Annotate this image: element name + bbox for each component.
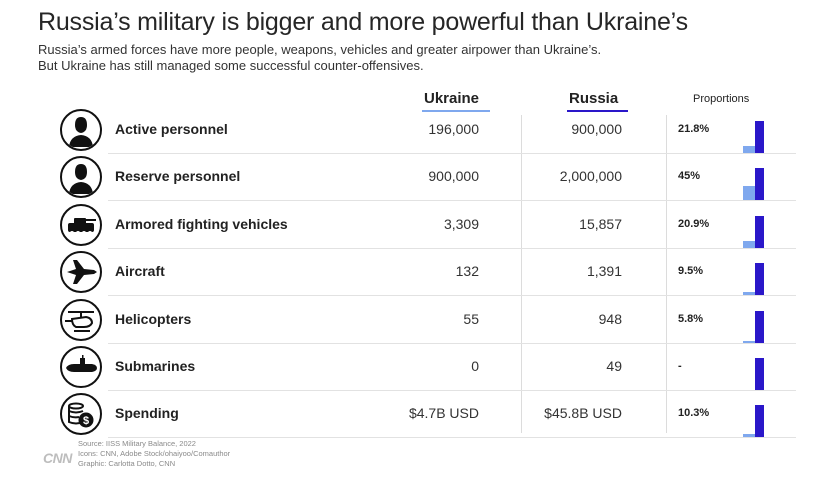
russia-proportion-bar — [755, 405, 764, 438]
cnn-logo: CNN — [43, 450, 72, 466]
russia-value: 900,000 — [571, 121, 622, 137]
russia-value: 2,000,000 — [559, 168, 622, 185]
row-label: Spending — [115, 405, 179, 422]
ukraine-value: 900,000 — [428, 168, 479, 185]
row-divider — [108, 390, 796, 391]
ukraine-value: 3,309 — [443, 215, 479, 232]
row-label: Reserve personnel — [115, 168, 241, 185]
money-icon: $ — [60, 393, 102, 436]
ukraine-value: $4.7B USD — [408, 405, 479, 422]
russia-proportion-bar — [755, 121, 764, 153]
column-divider-ukraine — [521, 115, 522, 433]
row-divider — [108, 153, 796, 154]
column-header-ukraine: Ukraine — [424, 90, 480, 107]
table-row: Submarines 0 49 - — [58, 343, 796, 391]
svg-text:$: $ — [83, 415, 89, 427]
proportion-value: 21.8% — [678, 123, 710, 135]
table-row: Active personnel 196,000 900,000 21.8% — [58, 106, 796, 154]
row-divider — [108, 200, 796, 202]
table-row: Helicopters 55 948 5.8% — [58, 296, 796, 344]
proportion-value: - — [678, 360, 682, 372]
row-label: Helicopters — [115, 310, 192, 327]
footer-icons-credit: Icons: CNN, Adobe Stock/ohaiyoo/Comautho… — [78, 449, 231, 458]
row-label: Armored fighting vehicles — [115, 215, 288, 232]
proportion-value: 20.9% — [678, 217, 710, 230]
proportion-value: 45% — [678, 170, 701, 183]
subtitle-line-2: But Ukraine has still managed some succe… — [38, 58, 424, 73]
russia-value: 15,857 — [579, 215, 622, 232]
row-divider — [108, 342, 796, 344]
russia-proportion-bar — [755, 168, 764, 201]
ukraine-proportion-bar — [743, 292, 755, 296]
ukraine-proportion-bar — [743, 146, 755, 153]
chart-title: Russia’s military is bigger and more pow… — [38, 8, 688, 36]
russia-proportion-bar — [755, 215, 764, 248]
russia-proportion-bar — [755, 310, 764, 343]
tank-icon — [60, 203, 102, 246]
proportion-value: 5.8% — [678, 312, 704, 325]
russia-value: $45.8B USD — [544, 405, 622, 422]
chart-subtitle: Russia’s armed forces have more people, … — [38, 42, 601, 74]
footer-graphic-credit: Graphic: Carlotta Dotto, CNN — [78, 459, 176, 468]
soldier-icon — [60, 109, 102, 151]
ukraine-underline — [422, 110, 490, 112]
soldier-icon — [60, 156, 102, 199]
submarine-icon — [60, 346, 102, 388]
subtitle-line-1: Russia’s armed forces have more people, … — [38, 42, 602, 57]
ukraine-value: 132 — [455, 263, 479, 280]
ukraine-value: 196,000 — [428, 121, 479, 137]
russia-underline — [567, 110, 628, 112]
helicopter-icon — [60, 298, 102, 341]
row-label: Submarines — [115, 358, 196, 374]
russia-value: 49 — [606, 358, 622, 374]
russia-value: 1,391 — [586, 263, 622, 280]
row-divider — [108, 437, 796, 439]
row-divider — [108, 247, 796, 249]
table-row: Armored fighting vehicles 3,309 15,857 20.9… — [58, 201, 796, 249]
row-divider — [108, 295, 796, 297]
footer-credits: Source: IISS Military Balance, 2022 Icon… — [78, 439, 230, 469]
russia-proportion-bar — [755, 358, 764, 390]
jet-icon — [60, 251, 102, 294]
ukraine-proportion-bar — [743, 186, 755, 201]
ukraine-proportion-bar — [743, 340, 755, 343]
table-row: $ Spending $4.7B USD $45.8B USD 10.3% — [58, 390, 796, 439]
ukraine-proportion-bar — [743, 241, 755, 248]
russia-value: 948 — [598, 310, 622, 327]
russia-proportion-bar — [755, 263, 764, 296]
table-row: Reserve personnel 900,000 2,000,000 45% — [58, 153, 796, 202]
ukraine-value: 0 — [471, 358, 479, 374]
footer-source: Source: IISS Military Balance, 2022 — [78, 439, 196, 448]
ukraine-proportion-bar — [743, 434, 755, 438]
column-header-russia: Russia — [569, 90, 619, 107]
proportion-value: 9.5% — [678, 265, 704, 278]
row-label: Aircraft — [115, 263, 165, 280]
table-row: Aircraft 132 1,391 9.5% — [58, 248, 796, 297]
ukraine-value: 55 — [463, 310, 479, 327]
column-header-proportions: Proportions — [693, 93, 750, 105]
row-label: Active personnel — [115, 121, 228, 137]
proportion-value: 10.3% — [678, 407, 710, 420]
column-divider-russia — [666, 115, 667, 433]
